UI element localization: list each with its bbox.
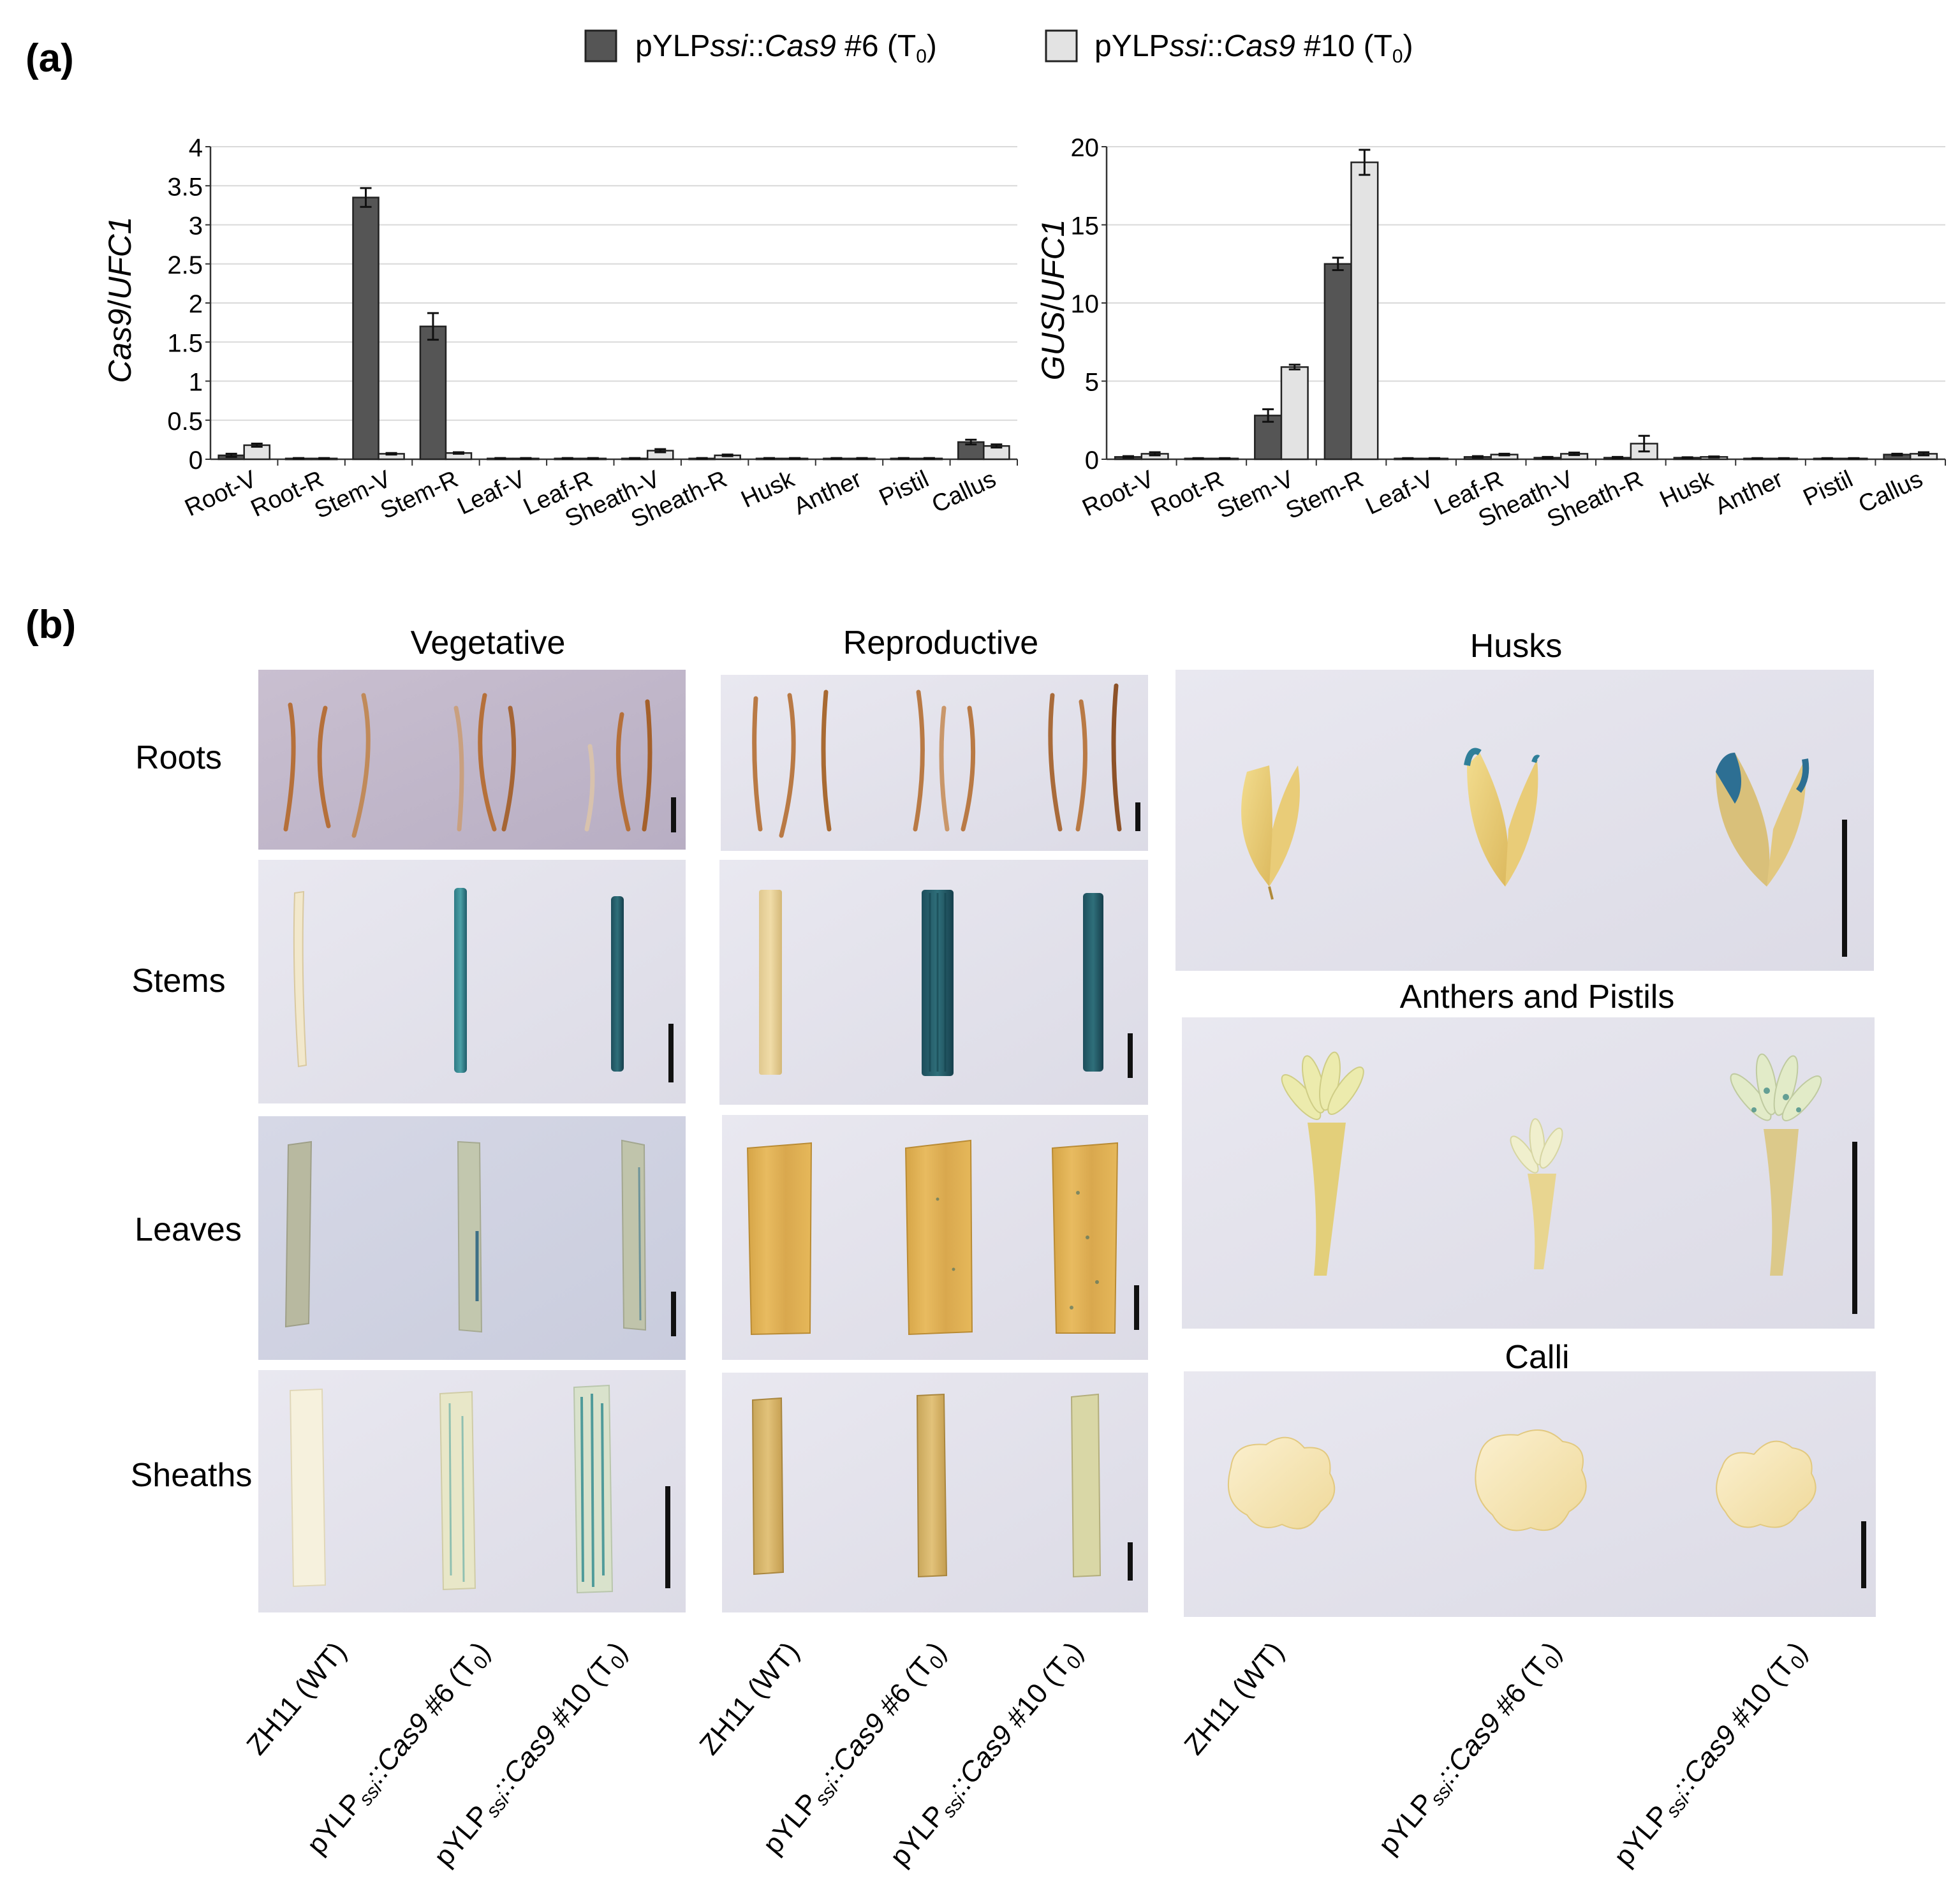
scale-bar	[665, 1486, 670, 1588]
y-tick-label: 2	[189, 290, 203, 318]
y-tick-label: 1	[189, 369, 203, 397]
row-label-sheaths: Sheaths	[131, 1457, 253, 1494]
photo-stems-reproductive	[719, 860, 1148, 1105]
photo-stems-vegetative	[258, 860, 686, 1103]
genotype-labels: ZH11 (WT) pYLPssi::Cas9 #6 (T0)pYLPssi::C…	[240, 1636, 1816, 1874]
photo-sheaths-reproductive	[722, 1373, 1148, 1612]
scale-bar	[1842, 820, 1847, 957]
bar-stem-r-series-1	[1323, 263, 1352, 461]
scale-bar	[1861, 1521, 1866, 1588]
header-anthers-pistils: Anthers and Pistils	[1400, 978, 1675, 1015]
y-axis-title: Cas9/UFC1	[102, 216, 138, 383]
legend-label-series-2: pYLPssi::Cas9 #10 (T0)	[1094, 29, 1413, 67]
scale-bar	[1128, 1542, 1133, 1581]
y-tick-label: 0.5	[167, 408, 203, 436]
photo-roots-reproductive	[721, 675, 1148, 851]
y-tick-label: 2.5	[167, 251, 203, 279]
legend-swatch-series-1	[584, 29, 617, 63]
legend-swatch-series-2	[1045, 29, 1078, 63]
genotype-label: pYLPssi::Cas9 #6 (T0)	[1373, 1636, 1570, 1863]
legend: pYLPssi::Cas9 #6 (T0) pYLPssi::Cas9 #10 …	[584, 29, 1413, 67]
x-tick-label: Stem-V	[1213, 466, 1298, 524]
x-tick-label: Pistil	[1799, 466, 1857, 512]
scale-bar	[1135, 802, 1140, 831]
header-husks: Husks	[1470, 628, 1562, 665]
y-tick-label: 3.5	[167, 173, 203, 201]
genotype-label: ZH11 (WT)	[240, 1636, 352, 1761]
x-tick-label: Callus	[928, 466, 1000, 519]
x-tick-label: Callus	[1855, 466, 1927, 519]
scale-bar	[1852, 1142, 1857, 1314]
x-tick-label: Anther	[1711, 466, 1788, 520]
row-label-leaves: Leaves	[135, 1211, 242, 1248]
photo-anthers-pistils	[1182, 1017, 1875, 1329]
x-tick-label: Husk	[737, 466, 799, 513]
photo-leaves-vegetative	[258, 1116, 686, 1360]
bar-stem-v-series-1	[352, 196, 379, 461]
photo-roots-vegetative	[258, 670, 686, 850]
y-tick-label: 3	[189, 212, 203, 240]
scale-bar	[668, 1024, 674, 1082]
photo-husks	[1175, 670, 1874, 971]
scale-bar	[671, 797, 676, 832]
y-axis-title: GUS/UFC1	[1035, 219, 1071, 381]
photo-sheaths-vegetative	[258, 1370, 686, 1612]
row-label-roots: Roots	[135, 739, 222, 776]
y-tick-label: 4	[189, 134, 203, 162]
bar-stem-r-series-1	[419, 325, 447, 461]
y-tick-label: 15	[1071, 212, 1100, 240]
y-tick-label: 0	[1085, 446, 1099, 475]
x-tick-label: Leaf-V	[453, 466, 530, 520]
x-tick-label: Root-R	[247, 466, 328, 522]
photo-leaves-reproductive	[722, 1115, 1148, 1360]
genotype-label: pYLPssi::Cas9 #10 (T0)	[1608, 1636, 1816, 1874]
header-vegetative: Vegetative	[411, 624, 566, 661]
chart-gus-expression: GUS/UFC1 05101520Root-VRoot-RStem-VStem-…	[1035, 134, 1946, 533]
legend-label-series-1: pYLPssi::Cas9 #6 (T0)	[635, 29, 937, 67]
y-tick-label: 10	[1071, 290, 1100, 318]
genotype-label: ZH11 (WT)	[1178, 1636, 1290, 1761]
row-label-stems: Stems	[131, 963, 225, 1000]
y-tick-label: 1.5	[167, 329, 203, 357]
y-tick-label: 0	[189, 446, 203, 475]
x-tick-label: Leaf-V	[1362, 466, 1438, 520]
header-reproductive: Reproductive	[843, 624, 1038, 661]
x-tick-label: Husk	[1656, 466, 1718, 513]
chart-cas9-expression: Cas9/UFC1 00.511.522.533.54Root-VRoot-RS…	[102, 134, 1018, 533]
panel-b-label: (b)	[26, 603, 76, 647]
y-tick-label: 20	[1071, 134, 1100, 162]
x-tick-label: Stem-R	[376, 466, 462, 524]
scale-bar	[671, 1292, 676, 1336]
bar-stem-v-series-2	[1280, 366, 1309, 461]
panel-a-label: (a)	[26, 36, 74, 80]
scale-bar	[1128, 1033, 1133, 1078]
x-tick-label: Anther	[790, 466, 866, 520]
y-tick-label: 5	[1085, 369, 1099, 397]
x-tick-label: Pistil	[875, 466, 932, 512]
header-calli: Calli	[1505, 1339, 1569, 1376]
genotype-label: ZH11 (WT)	[693, 1636, 805, 1761]
x-tick-label: Stem-V	[311, 466, 395, 524]
x-tick-label: Stem-R	[1282, 466, 1367, 524]
photo-calli	[1184, 1371, 1876, 1617]
scale-bar	[1134, 1285, 1139, 1330]
x-tick-label: Root-R	[1147, 466, 1228, 522]
bar-stem-r-series-2	[1350, 161, 1379, 461]
